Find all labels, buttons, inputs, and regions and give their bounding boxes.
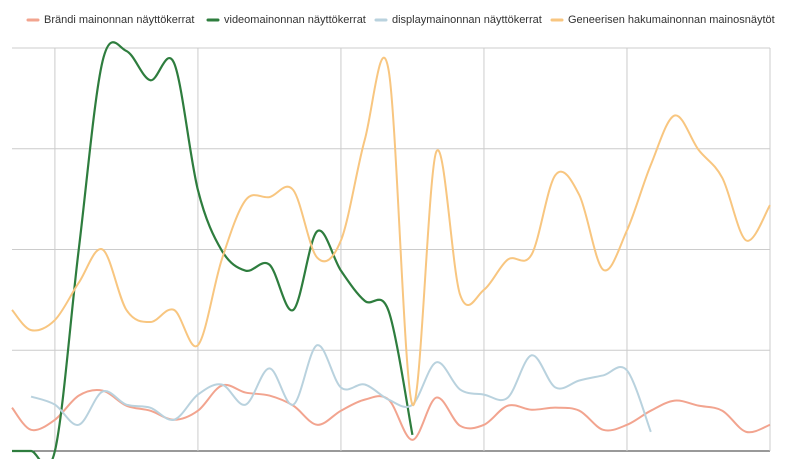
legend-label: videomainonnan näyttökerrat	[224, 14, 366, 26]
legend-label: Brändi mainonnan näyttökerrat	[44, 14, 194, 26]
series-line	[11, 383, 771, 441]
legend-label: displaymainonnan näyttökerrat	[392, 14, 542, 26]
series-line	[11, 56, 771, 406]
legend-label: Geneerisen hakumainonnan mainosnäytöt	[568, 14, 775, 26]
series-line	[11, 41, 414, 459]
series-line	[30, 344, 652, 433]
